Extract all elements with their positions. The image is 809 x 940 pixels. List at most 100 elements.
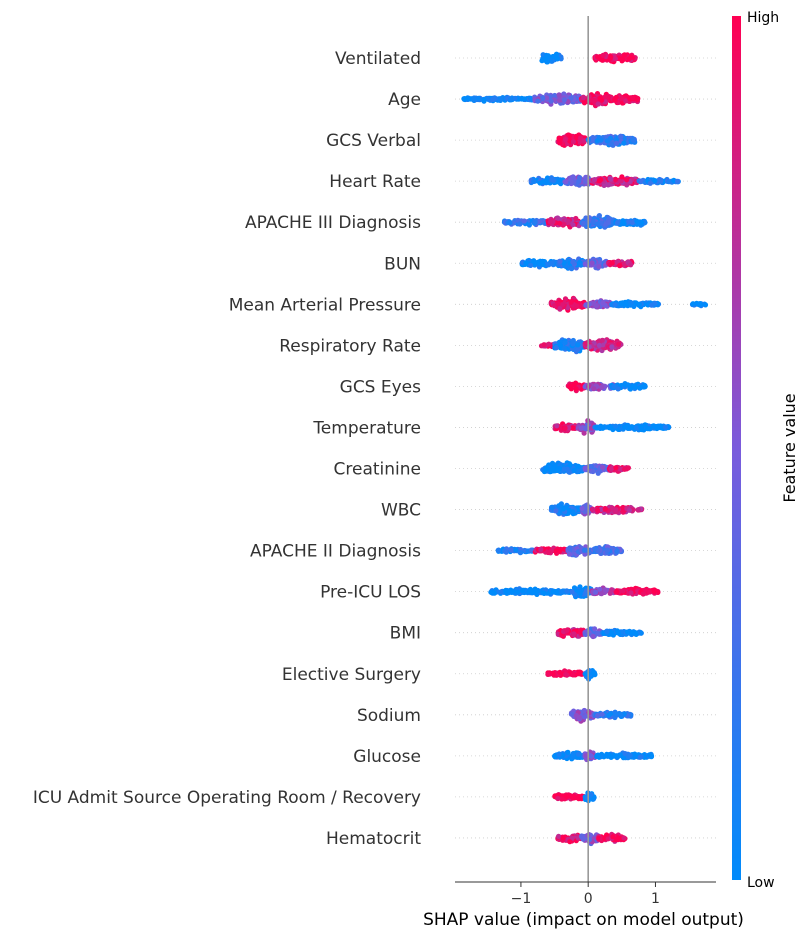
shap-point — [593, 303, 599, 309]
shap-point — [617, 263, 623, 269]
shap-point — [606, 219, 612, 225]
shap-point — [646, 589, 652, 595]
shap-point — [563, 179, 569, 185]
shap-point — [543, 465, 549, 471]
shap-point — [583, 340, 589, 347]
shap-point — [526, 222, 533, 228]
shap-point — [559, 302, 565, 308]
shap-point — [675, 178, 681, 184]
shap-point — [613, 94, 619, 100]
shap-point — [624, 177, 630, 183]
shap-point — [632, 384, 639, 390]
shap-point — [581, 430, 587, 436]
shap-point — [594, 138, 600, 144]
shap-point — [552, 92, 558, 99]
shap-point — [578, 262, 584, 268]
shap-point — [507, 220, 513, 226]
shap-point — [541, 342, 547, 348]
x-tick-label: 1 — [651, 891, 660, 907]
shap-point — [581, 100, 588, 106]
shap-point — [596, 342, 603, 348]
feature-label: ICU Admit Source Operating Room / Recove… — [33, 788, 421, 808]
shap-point — [559, 796, 565, 802]
shap-point — [553, 345, 560, 351]
shap-point — [630, 137, 636, 143]
shap-point — [614, 589, 620, 595]
shap-point — [564, 588, 570, 594]
shap-point — [595, 101, 601, 107]
shap-point — [600, 424, 606, 430]
shap-point — [595, 470, 601, 476]
shap-point — [554, 589, 560, 595]
shap-point — [557, 140, 563, 146]
feature-label: Sodium — [357, 706, 421, 726]
shap-point — [570, 341, 576, 347]
shap-point — [582, 261, 588, 267]
shap-point — [590, 219, 596, 225]
shap-point — [575, 342, 581, 348]
shap-point — [545, 549, 551, 556]
shap-point — [595, 630, 601, 637]
shap-point — [576, 139, 583, 145]
shap-point — [545, 53, 551, 59]
shap-point — [613, 465, 619, 471]
shap-point — [566, 551, 573, 557]
shap-point — [561, 260, 567, 266]
feature-label: Elective Surgery — [282, 665, 421, 685]
x-tick-label: 0 — [584, 891, 593, 907]
shap-point — [623, 98, 629, 104]
shap-point — [620, 504, 626, 511]
shap-point — [623, 301, 629, 307]
shap-point — [561, 97, 567, 103]
shap-point — [656, 423, 662, 429]
feature-label: WBC — [381, 501, 421, 521]
shap-point — [597, 586, 603, 593]
shap-point — [550, 465, 556, 472]
x-axis-label: SHAP value (impact on model output) — [423, 910, 744, 930]
shap-point — [609, 260, 615, 266]
feature-label: Pre-ICU LOS — [320, 583, 421, 603]
shap-point — [540, 179, 546, 185]
shap-point — [624, 629, 631, 635]
shap-point — [517, 550, 523, 556]
shap-point — [560, 835, 566, 841]
shap-point — [622, 52, 628, 58]
shap-point — [595, 54, 601, 60]
shap-point — [619, 174, 625, 180]
shap-point — [568, 95, 574, 101]
shap-point — [503, 549, 509, 555]
shap-point — [626, 56, 632, 62]
shap-point — [556, 92, 562, 98]
shap-point — [573, 215, 579, 222]
shap-point — [507, 96, 514, 102]
shap-point — [475, 95, 482, 101]
shap-point — [596, 213, 603, 219]
shap-point — [574, 303, 580, 309]
shap-point — [513, 547, 519, 553]
shap-point — [564, 627, 570, 634]
shap-point — [651, 589, 658, 595]
shap-point — [598, 177, 604, 183]
shap-point — [528, 262, 534, 268]
shap-point — [558, 589, 564, 595]
shap-point — [590, 633, 596, 640]
feature-label: Ventilated — [335, 49, 421, 69]
shap-point — [576, 714, 583, 721]
shap-point — [568, 711, 575, 717]
shap-point — [602, 587, 608, 593]
shap-point — [595, 712, 601, 719]
feature-label: APACHE II Diagnosis — [250, 542, 421, 562]
shap-point — [557, 306, 563, 312]
shap-point — [466, 96, 472, 102]
shap-point — [690, 301, 696, 307]
shap-point — [616, 341, 622, 347]
shap-point — [618, 178, 624, 184]
shap-point — [562, 137, 569, 143]
shap-point — [609, 344, 615, 350]
shap-point — [600, 464, 606, 470]
shap-point — [544, 95, 550, 101]
shap-point — [593, 589, 599, 595]
shap-point — [549, 260, 555, 266]
shap-point — [607, 55, 613, 61]
shap-point — [604, 629, 610, 635]
